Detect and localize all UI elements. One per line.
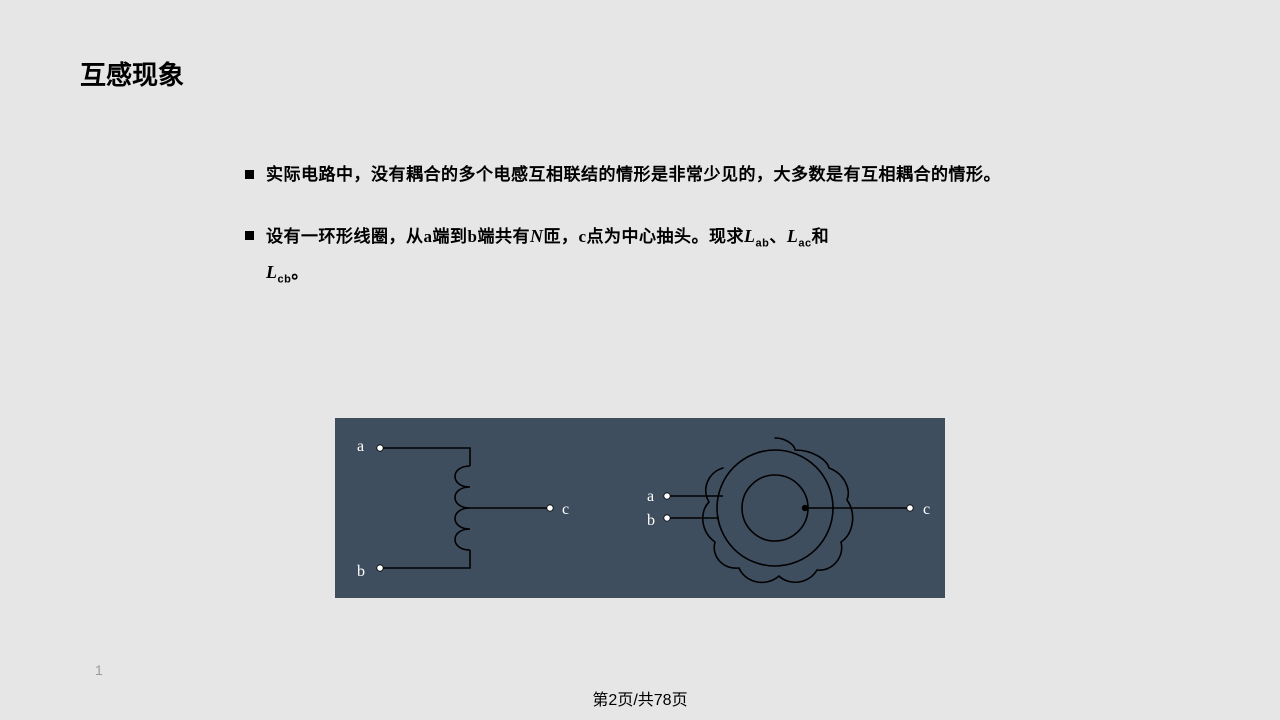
bullet-text: 设有一环形线圈，从a端到b端共有N匝，c点为中心抽头。现求Lab、Lac和Lcb… xyxy=(266,219,1045,291)
bullet-item: 设有一环形线圈，从a端到b端共有N匝，c点为中心抽头。现求Lab、Lac和Lcb… xyxy=(245,219,1045,291)
page-number-center: 第2页/共78页 xyxy=(592,686,687,710)
label-right-a: a xyxy=(647,488,654,505)
page-number-left: 1 xyxy=(95,662,103,678)
label-left-a: a xyxy=(357,438,364,455)
square-bullet-icon xyxy=(245,231,254,240)
label-right-b: b xyxy=(647,512,655,529)
bullet-list: 实际电路中，没有耦合的多个电感互相联结的情形是非常少见的，大多数是有互相耦合的情… xyxy=(245,158,1045,319)
page-title: 互感现象 xyxy=(80,55,184,92)
label-left-b: b xyxy=(357,563,365,580)
square-bullet-icon xyxy=(245,170,254,179)
bullet-text: 实际电路中，没有耦合的多个电感互相联结的情形是非常少见的，大多数是有互相耦合的情… xyxy=(266,158,1045,191)
label-left-c: c xyxy=(562,501,569,518)
bullet-item: 实际电路中，没有耦合的多个电感互相联结的情形是非常少见的，大多数是有互相耦合的情… xyxy=(245,158,1045,191)
circuit-diagram: a b c a b c xyxy=(335,418,945,598)
label-right-c: c xyxy=(923,501,930,518)
